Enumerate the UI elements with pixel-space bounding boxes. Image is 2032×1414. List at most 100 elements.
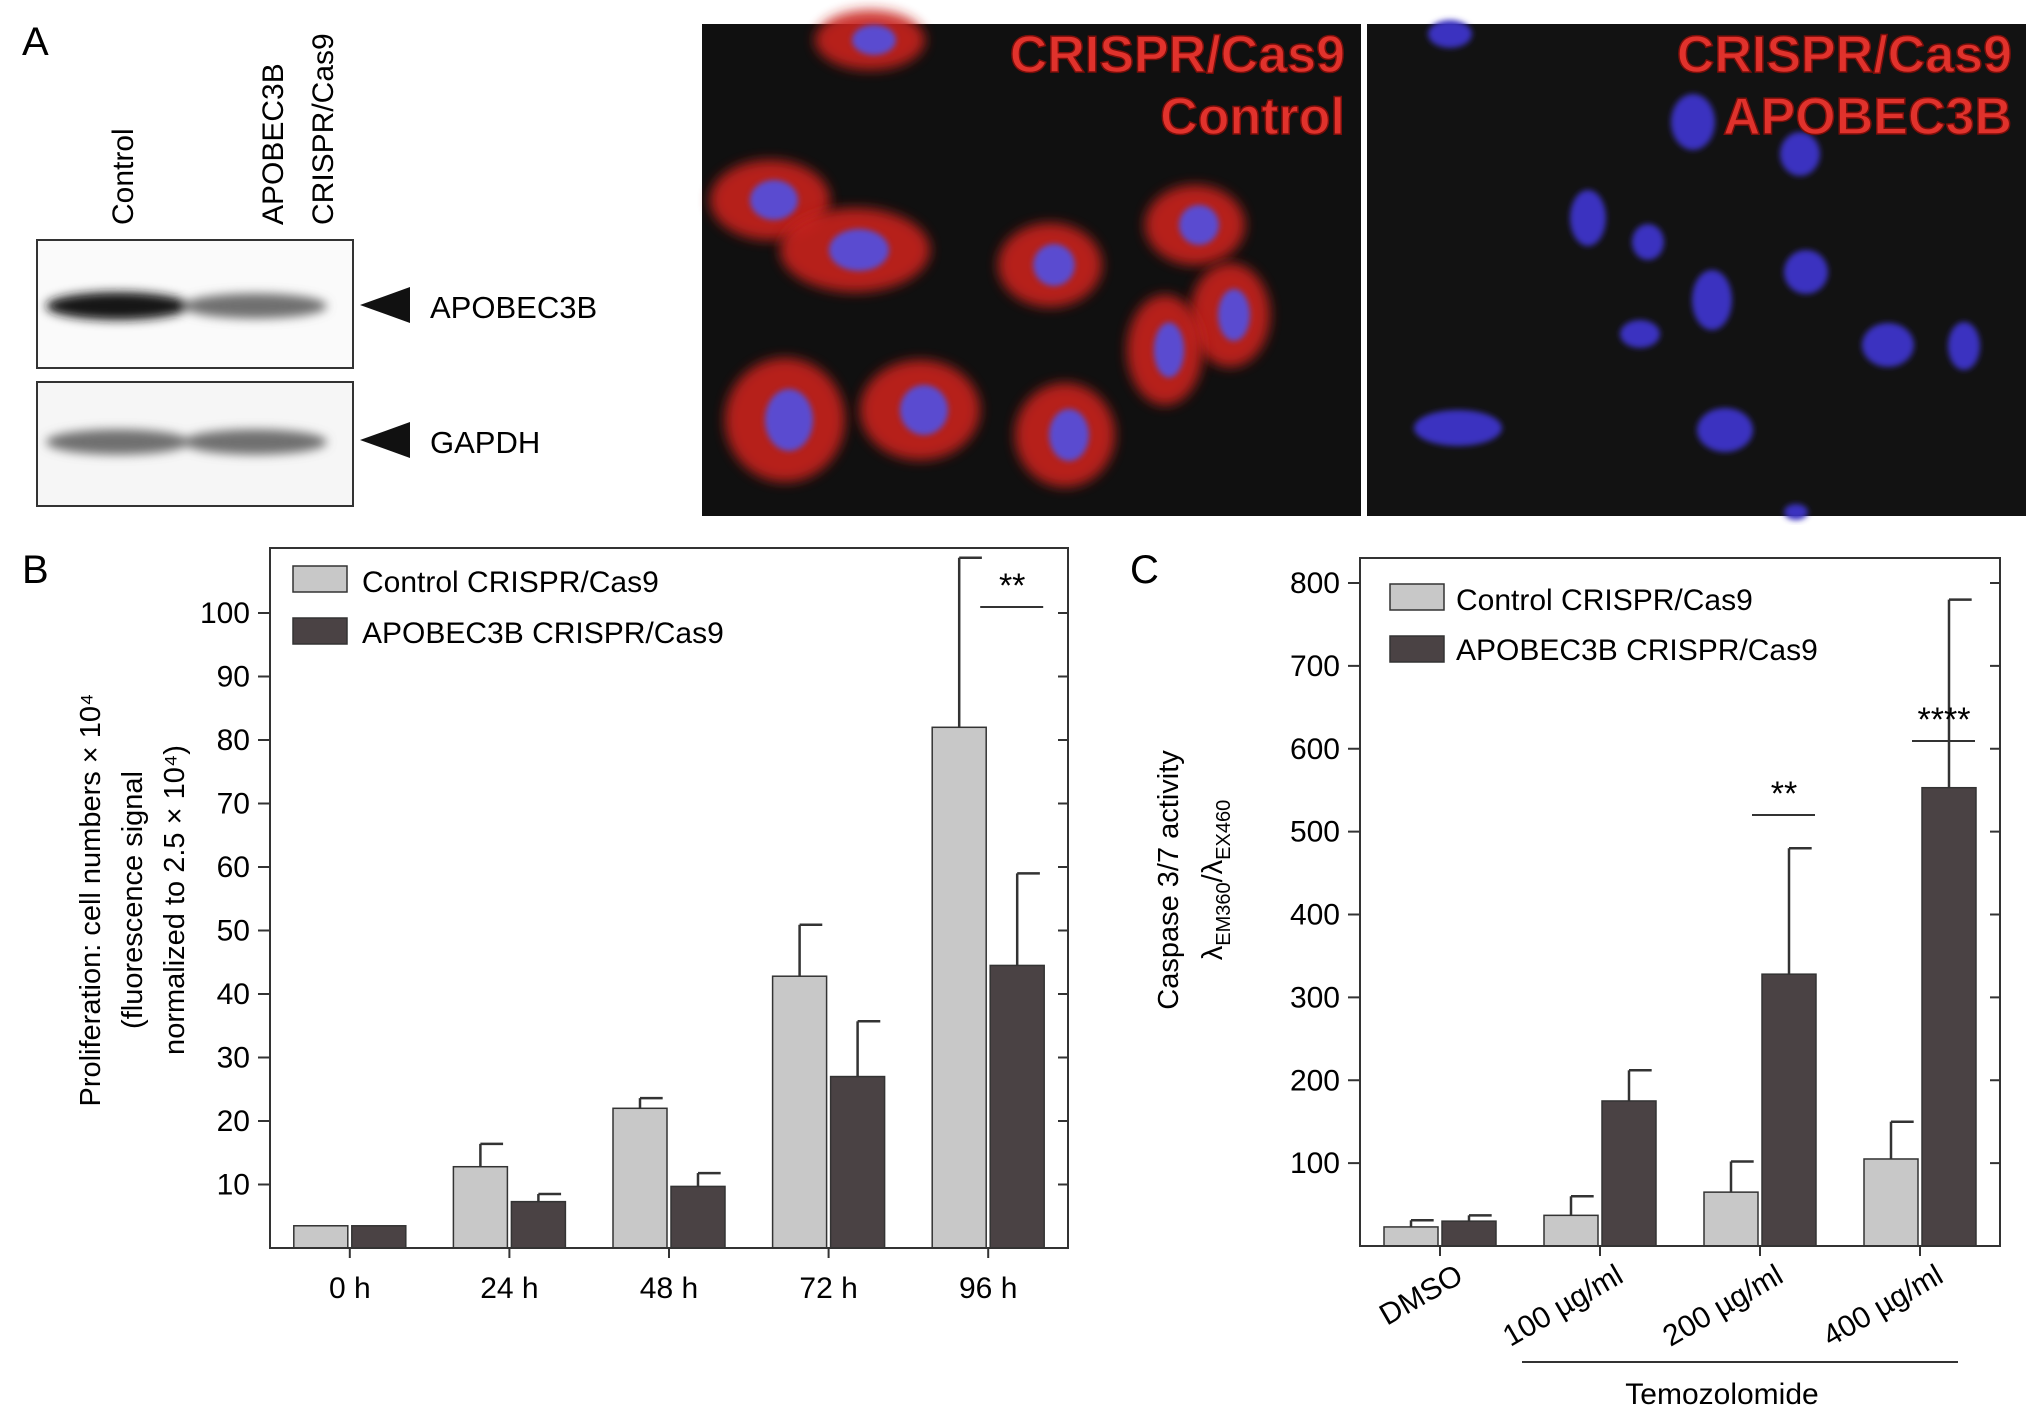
significance-label: ** [1771,775,1797,813]
chart-c-ylabel-line1: Caspase 3/7 activity [1153,750,1185,1010]
cell-nucleus [1671,94,1715,150]
cell-nucleus [1632,224,1664,260]
bar-control [1863,1158,1919,1247]
cell-nucleus [1414,410,1502,446]
legend-swatch-control [292,565,348,593]
cell-nucleus [900,385,948,435]
arrowhead-icon [360,287,410,323]
cell-nucleus [1784,504,1808,520]
significance-label: ** [999,567,1025,605]
bar-control [1543,1214,1599,1247]
chart-b-legend: Control CRISPR/Cas9 APOBEC3B CRISPR/Cas9 [292,565,724,650]
arrowhead-icon [360,422,410,458]
panel-label-a: A [22,20,49,64]
cell-nucleus [1862,323,1914,367]
cell-nucleus [829,229,889,271]
chart-c-legend: Control CRISPR/Cas9 APOBEC3B CRISPR/Cas9 [1389,583,1818,667]
legend-swatch-apobec3b [292,617,348,645]
cell-nucleus [750,180,798,220]
significance-label: **** [1918,701,1971,739]
blot-band [183,429,327,455]
y-tick-label: 30 [217,1042,250,1075]
bar-apobec3b [670,1185,726,1249]
bar-control [452,1165,509,1249]
x-tick-label: 200 µg/ml [1657,1258,1788,1353]
y-tick-label: 300 [1290,981,1340,1014]
micrograph-control-title-line2: Control [1160,88,1345,146]
chart-b-ylabel-line3: normalized to 2.5 × 10⁴) [159,745,191,1055]
x-tick-label: 0 h [329,1272,371,1305]
y-tick-label: 500 [1290,816,1340,849]
bar-control [771,975,828,1249]
bar-apobec3b [1761,973,1817,1247]
bar-apobec3b [1441,1220,1497,1247]
legend-label-control: Control CRISPR/Cas9 [362,566,659,599]
y-tick-label: 60 [217,851,250,884]
band-label-apobec3b: APOBEC3B [430,290,597,325]
chart-b-ylabel-line1: Proliferation: cell numbers × 10⁴ [75,693,107,1106]
cell-nucleus [1153,322,1185,378]
y-tick-label: 10 [217,1169,250,1202]
chart-c-plot: 100 200 300 400 500 600 700 800 DMSO 100 µg/ml 200… [1290,567,2000,1353]
chart-c-ylabel-line2: λEM360/λEX460 [1197,800,1235,961]
y-tick-label: 100 [200,597,250,630]
chart-b-plot: 10 20 30 40 50 60 70 80 90 100 0 h 24 h 48 h 72 h 96 h… [200,556,1068,1305]
temozolomide-label: Temozolomide [1625,1378,1818,1411]
micrograph-control: CRISPR/Cas9 Control [702,10,1361,516]
bar-control [293,1225,349,1249]
x-tick-label: DMSO [1374,1258,1468,1332]
x-tick-label: 24 h [480,1272,538,1305]
y-tick-label: 100 [1290,1147,1340,1180]
x-tick-label: 400 µg/ml [1817,1258,1948,1353]
bar-control [1703,1191,1759,1247]
micrograph-apobec3b-title-line1: CRISPR/Cas9 [1677,26,2012,84]
y-tick-label: 600 [1290,733,1340,766]
bar-apobec3b [1601,1100,1657,1247]
bar-control [931,726,987,1249]
bar-control [1383,1226,1439,1247]
chart-c-ylabel: Caspase 3/7 activity λEM360/λEX460 [1153,750,1235,1010]
micrograph-apobec3b: CRISPR/Cas9 APOBEC3B [1367,20,2026,520]
y-tick-label: 40 [217,978,250,1011]
y-tick-label: 20 [217,1105,250,1138]
bar-apobec3b [1921,786,1977,1247]
cell-nucleus [1033,244,1075,286]
y-tick-label: 400 [1290,899,1340,932]
cell-nucleus [1428,20,1472,48]
legend-label-control: Control CRISPR/Cas9 [1456,584,1753,617]
chart-b-ylabel: Proliferation: cell numbers × 10⁴ (fluor… [75,693,191,1106]
legend-label-apobec3b: APOBEC3B CRISPR/Cas9 [362,617,724,650]
lane-label-apobec3b-line2: CRISPR/Cas9 [307,33,340,225]
x-tick-label: 48 h [640,1272,698,1305]
bar-apobec3b [351,1225,407,1249]
bar-control [612,1107,668,1249]
western-blot: Control APOBEC3B CRISPR/Cas9 APOBEC3B GA… [36,33,597,507]
lane-label-apobec3b-line1: APOBEC3B [257,63,290,225]
y-tick-label: 800 [1290,567,1340,600]
cell-nucleus [1784,250,1828,294]
cell-nucleus [1692,270,1732,330]
cell-nucleus [1697,408,1753,452]
cell-nucleus [1049,409,1089,461]
y-tick-label: 90 [217,661,250,694]
x-tick-label: 96 h [959,1272,1017,1305]
blot-band [46,429,190,455]
x-tick-label: 100 µg/ml [1497,1258,1628,1353]
chart-b-ylabel-line2: (fluorescence signal [117,771,149,1029]
cell-nucleus [1780,132,1820,176]
panel-label-b: B [22,548,49,592]
legend-swatch-apobec3b [1389,635,1445,663]
panel-label-c: C [1130,548,1159,592]
y-tick-label: 80 [217,724,250,757]
y-tick-label: 700 [1290,650,1340,683]
cell-nucleus [1570,190,1606,246]
bar-apobec3b [989,964,1045,1249]
cell-nucleus [852,25,896,55]
y-tick-label: 200 [1290,1064,1340,1097]
micrograph-control-title-line1: CRISPR/Cas9 [1010,26,1345,84]
cell-nucleus [1948,322,1980,370]
legend-label-apobec3b: APOBEC3B CRISPR/Cas9 [1456,634,1818,667]
lane-label-control: Control [107,128,140,225]
cell-nucleus [1179,205,1219,245]
